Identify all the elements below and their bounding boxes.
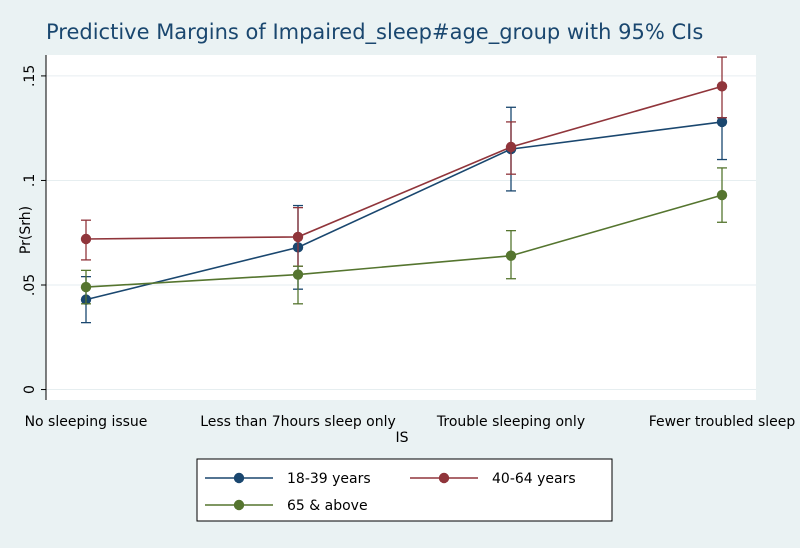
legend-label: 40-64 years — [492, 471, 576, 487]
gridlines — [46, 75, 756, 391]
series-line — [85, 85, 723, 240]
y-tick-label: .1 — [22, 174, 38, 187]
legend-marker — [233, 499, 245, 511]
legend-item: 40-64 years — [410, 471, 576, 487]
legend-item: 18-39 years — [205, 471, 371, 487]
x-tick-label: Fewer troubled sleep — [649, 414, 796, 430]
data-point — [505, 250, 517, 261]
x-ticks: No sleeping issue Less than 7hours sleep … — [25, 414, 796, 430]
series-line — [85, 121, 723, 301]
legend-marker — [233, 472, 245, 484]
legend-box — [196, 458, 613, 522]
legend-marker — [438, 472, 450, 484]
legend-label: 65 & above — [287, 498, 368, 514]
series-line — [85, 194, 723, 288]
x-tick-label: Less than 7hours sleep only — [200, 414, 396, 430]
data-point — [505, 141, 517, 153]
legend-label: 18-39 years — [287, 471, 371, 487]
series-65-above — [80, 167, 728, 305]
data-point — [292, 231, 304, 243]
x-axis-label: IS — [395, 430, 408, 446]
data-point — [716, 189, 728, 201]
y-tick-label: 0 — [22, 385, 38, 394]
data-point — [716, 81, 728, 92]
series-18-39-years — [80, 106, 728, 324]
legend-item: 65 & above — [205, 498, 368, 514]
series-layer — [80, 56, 728, 324]
series-40-64-years — [80, 56, 728, 267]
y-tick-label: .15 — [22, 65, 38, 87]
data-point — [80, 281, 92, 293]
chart-title: Predictive Margins of Impaired_sleep#age… — [46, 20, 704, 44]
data-point — [292, 269, 304, 280]
plot-area — [46, 55, 756, 400]
y-tick-label: .05 — [22, 274, 38, 296]
data-point — [80, 233, 92, 245]
data-point — [716, 116, 728, 128]
y-axis-label: Pr(Srh) — [18, 206, 34, 254]
y-ticks: 0 .05 .1 .15 — [22, 65, 46, 394]
x-tick-label: No sleeping issue — [25, 414, 148, 430]
legend: 18-39 years 40-64 years 65 & above — [196, 458, 613, 522]
x-tick-label: Trouble sleeping only — [436, 414, 585, 430]
